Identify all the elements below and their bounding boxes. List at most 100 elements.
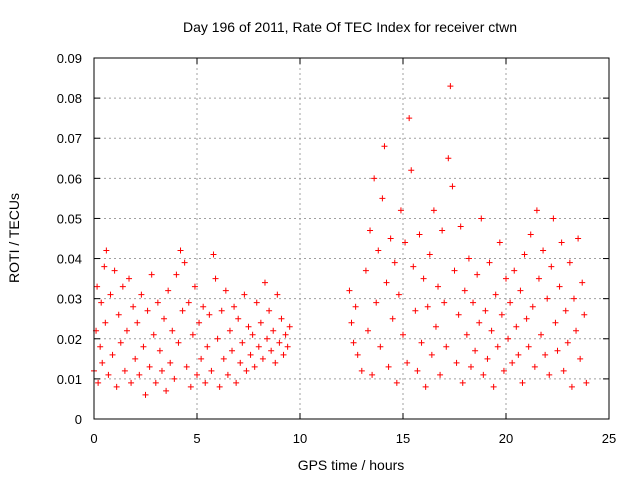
data-point [241,291,248,298]
data-point [568,383,575,390]
x-axis-ticks: 0 5 10 15 20 25 [90,58,616,446]
data-point [529,303,536,310]
data-point [181,259,188,266]
data-point [494,343,501,350]
data-point [249,331,256,338]
data-point [185,299,192,306]
data-point [126,275,133,282]
data-point [515,351,522,358]
data-point [540,247,547,254]
data-point [467,363,474,370]
data-point [121,367,128,374]
data-point [459,379,466,386]
data-point [548,263,555,270]
data-point [130,303,137,310]
data-point [350,339,357,346]
data-point [247,351,254,358]
data-point [138,291,145,298]
data-point [517,287,524,294]
data-point [208,367,215,374]
data-point [544,295,551,302]
data-point [496,239,503,246]
data-point [282,331,289,338]
data-point [229,347,236,354]
data-point [490,383,497,390]
data-point [500,367,507,374]
data-point [348,319,355,326]
data-point [488,327,495,334]
data-point [119,283,126,290]
data-point [552,319,559,326]
data-point [156,347,163,354]
data-point [404,359,411,366]
data-point [519,379,526,386]
data-point [175,339,182,346]
y-tick-label: 0.07 [57,131,82,146]
data-point [525,343,532,350]
data-point [482,307,489,314]
x-tick-label: 10 [293,431,307,446]
data-point [142,391,149,398]
data-point [371,175,378,182]
data-point [173,271,180,278]
x-tick-label: 20 [499,431,513,446]
data-point [391,259,398,266]
data-point [554,347,561,354]
data-point [167,359,174,366]
data-point [259,355,266,362]
data-point [420,275,427,282]
data-point [224,371,231,378]
data-point [251,363,258,370]
data-point [257,319,264,326]
data-point [150,331,157,338]
data-point [556,283,563,290]
data-point [426,251,433,258]
data-point [573,327,580,334]
data-point [220,355,227,362]
data-point [115,311,122,318]
data-point [474,271,481,278]
data-points [91,83,590,398]
data-point [521,251,528,258]
data-point [461,287,468,294]
data-point [222,287,229,294]
data-point [194,371,200,378]
data-point [480,371,487,378]
data-point [476,319,483,326]
data-point [564,339,571,346]
data-point [99,359,106,366]
plot-frame [93,57,610,420]
data-point [144,307,151,314]
data-point [278,315,285,322]
data-point [577,355,584,362]
data-point [575,235,582,242]
data-point [410,263,417,270]
data-point [369,371,376,378]
data-point [527,231,534,238]
data-point [435,283,442,290]
x-tick-label: 5 [193,431,200,446]
y-tick-label: 0.01 [57,372,82,387]
x-axis-label: GPS time / hours [298,457,405,473]
data-point [507,299,514,306]
data-point [97,343,104,350]
data-point [432,323,439,330]
data-point [470,299,477,306]
data-point [531,363,538,370]
data-point [393,379,400,386]
y-tick-label: 0 [75,412,82,427]
data-point [503,275,509,282]
data-point [187,383,194,390]
data-point [400,331,406,338]
data-point [158,367,165,374]
data-point [264,335,271,342]
data-point [280,351,287,358]
data-point [542,351,549,358]
data-point [465,255,472,262]
data-point [441,299,448,306]
data-point [101,263,108,270]
data-point [387,235,394,242]
data-point [243,367,250,374]
data-point [389,315,396,322]
data-point [364,327,371,334]
